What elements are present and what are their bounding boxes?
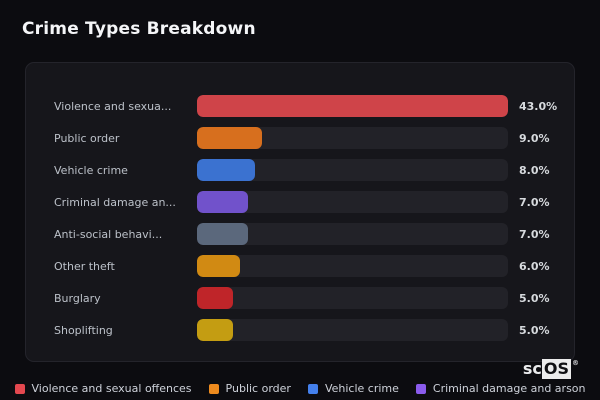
legend-item[interactable]: Public order xyxy=(208,382,291,395)
category-label: Shoplifting xyxy=(54,323,113,337)
legend-swatch-icon xyxy=(208,383,219,394)
category-label: Criminal damage an... xyxy=(54,195,176,209)
bar-track xyxy=(197,127,508,149)
bar[interactable] xyxy=(197,159,255,181)
value-label: 43.0% xyxy=(519,99,558,113)
bar[interactable] xyxy=(197,319,234,341)
legend-swatch-icon xyxy=(415,383,426,394)
bar-track xyxy=(197,287,508,309)
value-label: 5.0% xyxy=(519,291,550,305)
legend-item[interactable]: Violence and sexual offences xyxy=(14,382,192,395)
category-label: Other theft xyxy=(54,259,115,273)
legend-label: Violence and sexual offences xyxy=(31,382,192,395)
logo-text-os: OS xyxy=(541,359,571,379)
bar-track xyxy=(197,159,508,181)
value-label: 7.0% xyxy=(519,195,550,209)
bar[interactable] xyxy=(197,127,263,149)
legend-label: Vehicle crime xyxy=(324,382,399,395)
chart-row: Criminal damage an... 7.0% xyxy=(26,186,574,218)
chart-legend: Violence and sexual offences Public order… xyxy=(0,382,600,395)
bar[interactable] xyxy=(197,255,241,277)
legend-label: Public order xyxy=(225,382,291,395)
chart-row: Other theft 6.0% xyxy=(26,250,574,282)
legend-label: Criminal damage and arson xyxy=(432,382,586,395)
value-label: 6.0% xyxy=(519,259,550,273)
category-label: Public order xyxy=(54,131,120,145)
logo-text-sc: sc xyxy=(522,359,542,378)
scos-logo: sc OS ® xyxy=(523,359,579,379)
bar-track xyxy=(197,319,508,341)
registered-mark-icon: ® xyxy=(572,359,579,367)
bar-track xyxy=(197,223,508,245)
category-label: Burglary xyxy=(54,291,101,305)
bar[interactable] xyxy=(197,223,248,245)
chart-row: Violence and sexua... 43.0% xyxy=(26,90,574,122)
legend-item[interactable]: Criminal damage and arson xyxy=(415,382,586,395)
bar-chart: Violence and sexua... 43.0% Public order 9.… xyxy=(26,63,574,346)
bar[interactable] xyxy=(197,191,248,213)
category-label: Violence and sexua... xyxy=(54,99,172,113)
value-label: 5.0% xyxy=(519,323,550,337)
page-title: Crime Types Breakdown xyxy=(22,19,256,39)
value-label: 8.0% xyxy=(519,163,550,177)
bar-track xyxy=(197,191,508,213)
bar-track xyxy=(197,255,508,277)
value-label: 9.0% xyxy=(519,131,550,145)
value-label: 7.0% xyxy=(519,227,550,241)
legend-swatch-icon xyxy=(14,383,25,394)
chart-row: Burglary 5.0% xyxy=(26,282,574,314)
chart-row: Anti-social behavi... 7.0% xyxy=(26,218,574,250)
legend-swatch-icon xyxy=(307,383,318,394)
chart-row: Vehicle crime 8.0% xyxy=(26,154,574,186)
legend-item[interactable]: Vehicle crime xyxy=(307,382,399,395)
chart-panel: Violence and sexua... 43.0% Public order 9.… xyxy=(25,62,575,362)
bar[interactable] xyxy=(197,287,234,309)
chart-row: Shoplifting 5.0% xyxy=(26,314,574,346)
chart-row: Public order 9.0% xyxy=(26,122,574,154)
category-label: Anti-social behavi... xyxy=(54,227,163,241)
category-label: Vehicle crime xyxy=(54,163,128,177)
bar-track xyxy=(197,95,508,117)
bar[interactable] xyxy=(197,95,508,117)
